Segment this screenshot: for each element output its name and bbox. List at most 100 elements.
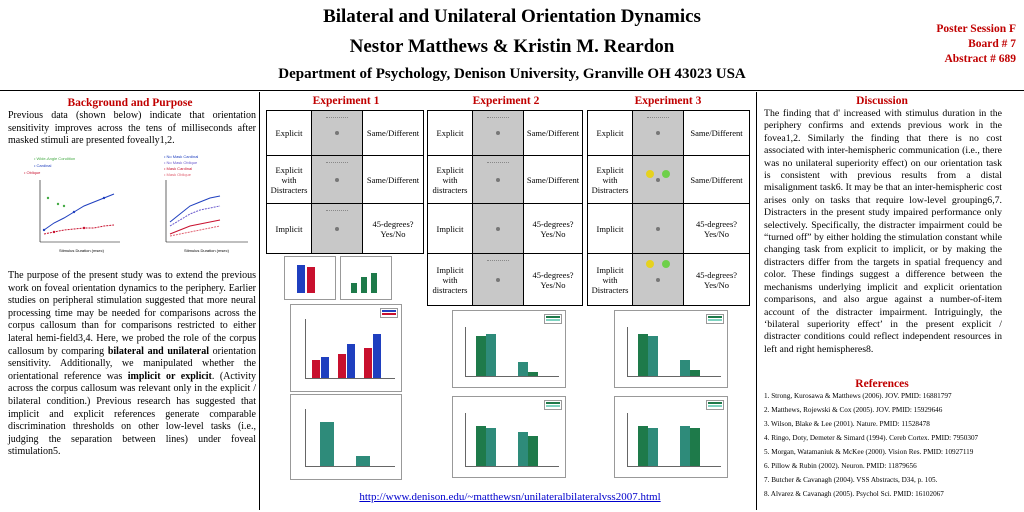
exp1-row1-stimulus (311, 110, 363, 156)
exp2-row1-label: Explicit (427, 110, 473, 156)
svg-text:• No Mask Cardinal: • No Mask Cardinal (164, 154, 198, 159)
chart-legend (380, 308, 398, 318)
svg-text:Stimulus Duration (msec): Stimulus Duration (msec) (59, 248, 105, 253)
bar (320, 422, 334, 466)
exp2-heading: Experiment 2 (472, 95, 540, 107)
exp1-duration-chart (290, 304, 402, 392)
exp1-row3-stimulus (311, 203, 363, 254)
right-plot: • No Mask Cardinal • No Mask Oblique • M… (164, 154, 248, 253)
exp2-row4-task: 45-degrees? Yes/No (523, 253, 583, 306)
chart-legend (544, 400, 562, 410)
exp3-row3-task: 45-degrees? Yes/No (683, 203, 750, 254)
yellow-distracter-icon (646, 260, 654, 268)
bar (356, 456, 370, 466)
exp1-duration-plot (305, 319, 395, 379)
exp1-distracter-chart (290, 394, 402, 480)
exp3-row4-label: Implicit with Distracters (587, 253, 633, 306)
poster-authors: Nestor Matthews & Kristin M. Reardon (349, 36, 675, 57)
bar (307, 267, 315, 293)
svg-text:• Cardinal: • Cardinal (34, 163, 52, 168)
bar (476, 336, 486, 376)
session-label: Poster Session F (936, 23, 1016, 35)
exp3-chart-1 (614, 310, 728, 388)
background-heading: Background and Purpose (67, 97, 193, 109)
background-para2-bold-1: bilateral and unilateral (107, 345, 210, 357)
exp3-row4-stimulus (632, 253, 684, 306)
background-para2: The purpose of the present study was to … (8, 270, 256, 459)
bar (680, 360, 690, 376)
svg-text:• Mask Oblique: • Mask Oblique (164, 172, 192, 177)
exp2-table: Explicit Same/Different Explicit with dis… (427, 110, 583, 306)
exp2-row1-stimulus (472, 110, 524, 156)
bar (518, 432, 528, 466)
svg-text:• No Mask Oblique: • No Mask Oblique (164, 160, 198, 165)
reference-item: 2. Matthews, Rojewski & Cox (2005). JOV.… (764, 406, 943, 414)
poster-url-link[interactable]: http://www.denison.edu/~matthewsn/unilat… (359, 491, 661, 503)
right-column-divider (756, 92, 757, 510)
discussion-heading: Discussion (856, 95, 908, 107)
bar (371, 273, 377, 293)
yellow-distracter-icon (646, 170, 654, 178)
poster-title: Bilateral and Unilateral Orientation Dyn… (323, 6, 701, 27)
exp3-row2-stimulus (632, 155, 684, 204)
bar (528, 436, 538, 466)
exp3-row1-task: Same/Different (683, 110, 750, 156)
abstract-label: Abstract # 689 (944, 53, 1016, 65)
background-para1: Previous data (shown below) indicate tha… (8, 110, 256, 148)
left-plot: • Wide-Angle Condition • Cardinal • Obli… (24, 156, 120, 253)
bar (486, 428, 496, 466)
background-para2-c: orientation sensitivity. Additionally, w… (8, 345, 256, 382)
background-para2-a: The purpose of the present study was to … (8, 270, 256, 357)
reference-item: 6. Pillow & Rubin (2002). Neuron. PMID: … (764, 462, 917, 470)
exp1-row1-task: Same/Different (362, 110, 424, 156)
exp1-row2-stimulus (311, 155, 363, 204)
exp3-chart-2 (614, 396, 728, 478)
background-para2-e: . (Activity across the corpus callosum w… (8, 370, 256, 458)
header-divider (0, 90, 1024, 91)
foveal-dynamics-figure: • Wide-Angle Condition • Cardinal • Obli… (14, 150, 254, 260)
left-column-divider (259, 92, 260, 510)
bar (351, 283, 357, 293)
reference-item: 8. Alvarez & Cavanagh (2005). Psychol Sc… (764, 490, 944, 498)
exp2-chart-1 (452, 310, 566, 388)
bar (347, 344, 355, 378)
bar (361, 277, 367, 293)
exp1-mini-chart-1-plot (291, 265, 331, 293)
bar (648, 336, 658, 376)
exp2-row1-task: Same/Different (523, 110, 583, 156)
svg-text:• Mask Cardinal: • Mask Cardinal (164, 166, 192, 171)
bar (680, 426, 690, 466)
exp3-heading: Experiment 3 (634, 95, 702, 107)
green-distracter-icon (662, 170, 670, 178)
exp2-row2-task: Same/Different (523, 155, 583, 204)
exp3-row1-label: Explicit (587, 110, 633, 156)
exp2-row2-stimulus (472, 155, 524, 204)
svg-text:• Oblique: • Oblique (24, 170, 41, 175)
exp1-row2-task: Same/Different (362, 155, 424, 204)
session-info: Poster Session F Board # 7 Abstract # 68… (906, 22, 1016, 67)
exp1-mini-chart-2 (340, 256, 392, 300)
exp3-chart-1-plot (627, 327, 721, 377)
exp3-row1-stimulus (632, 110, 684, 156)
exp3-row2-task: Same/Different (683, 155, 750, 204)
exp3-row3-stimulus (632, 203, 684, 254)
exp1-distracter-plot (305, 409, 395, 467)
svg-text:Stimulus Duration (msec): Stimulus Duration (msec) (184, 248, 230, 253)
exp2-row4-stimulus (472, 253, 524, 306)
exp2-row3-label: Implicit (427, 203, 473, 254)
reference-item: 1. Strong, Kurosawa & Matthews (2006). J… (764, 392, 952, 400)
references-heading: References (855, 378, 909, 390)
bar (648, 428, 658, 466)
green-distracter-icon (662, 260, 670, 268)
exp3-table: Explicit Same/Different Explicit with Dis… (587, 110, 750, 306)
exp3-row2-label: Explicit with Distracters (587, 155, 633, 204)
exp2-row3-stimulus (472, 203, 524, 254)
discussion-text: The finding that d' increased with stimu… (764, 108, 1002, 355)
exp1-row3-task: 45-degrees? Yes/No (362, 203, 424, 254)
exp2-row3-task: 45-degrees? Yes/No (523, 203, 583, 254)
reference-item: 7. Butcher & Cavanagh (2004). VSS Abstra… (764, 476, 938, 484)
bar (690, 370, 700, 376)
bar (518, 362, 528, 376)
reference-item: 3. Wilson, Blake & Lee (2001). Nature. P… (764, 420, 930, 428)
exp1-row1-label: Explicit (266, 110, 312, 156)
